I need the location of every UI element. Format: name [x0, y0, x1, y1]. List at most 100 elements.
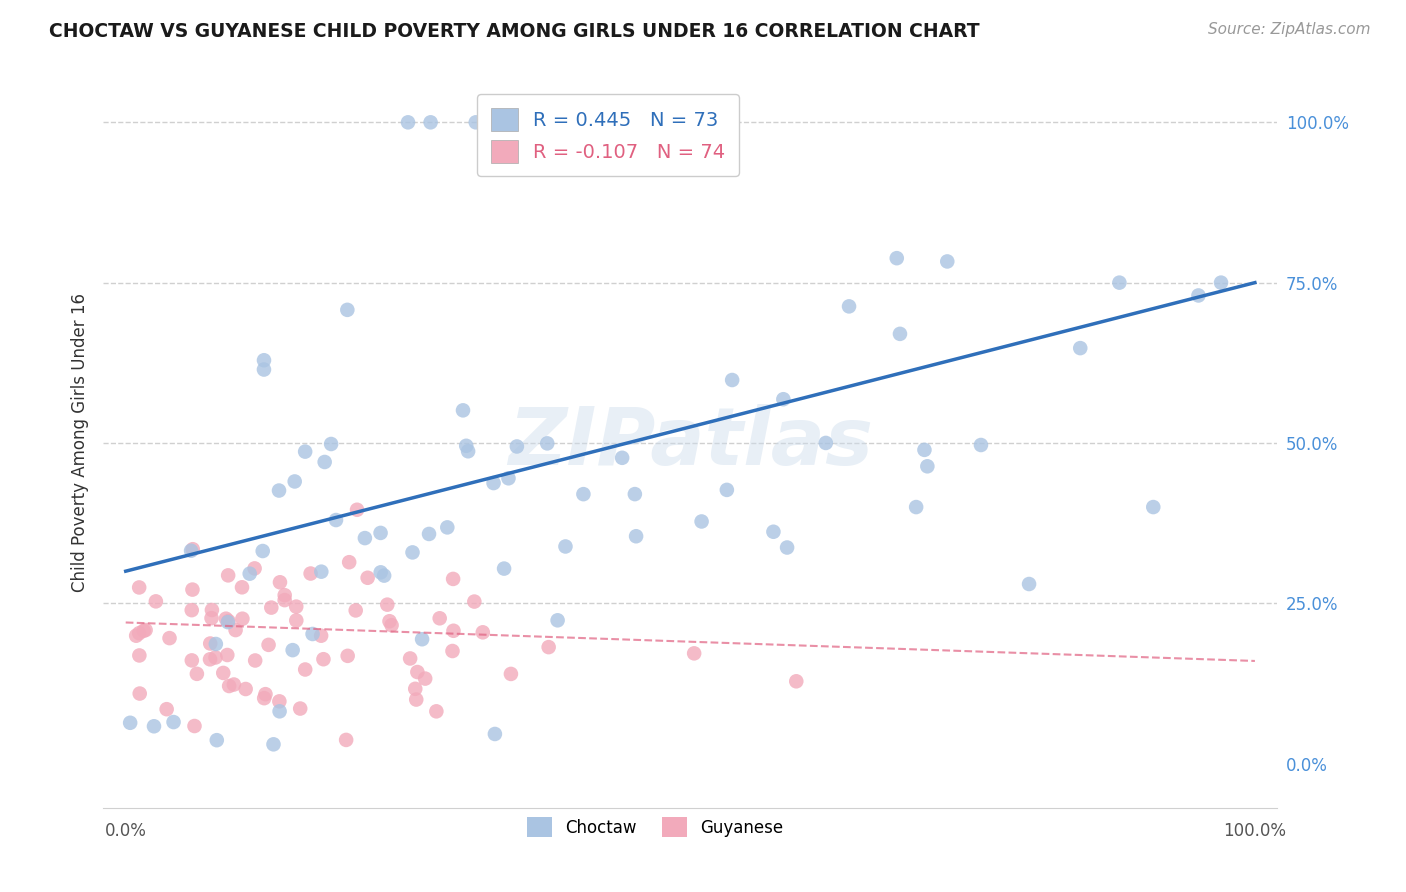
- Point: [624, 487, 647, 501]
- Point: [936, 254, 959, 268]
- Point: [554, 540, 576, 554]
- Point: [212, 665, 235, 680]
- Point: [243, 561, 266, 575]
- Point: [498, 471, 520, 485]
- Text: Source: ZipAtlas.com: Source: ZipAtlas.com: [1208, 22, 1371, 37]
- Point: [284, 475, 307, 489]
- Point: [536, 436, 558, 450]
- Point: [285, 614, 308, 628]
- Point: [889, 326, 911, 341]
- Point: [762, 524, 785, 539]
- Text: ZIPatlas: ZIPatlas: [508, 404, 873, 482]
- Point: [970, 438, 993, 452]
- Point: [668, 115, 690, 129]
- Point: [128, 581, 150, 595]
- Point: [1209, 276, 1232, 290]
- Point: [1187, 288, 1209, 302]
- Point: [456, 439, 478, 453]
- Point: [181, 542, 204, 557]
- Point: [429, 611, 451, 625]
- Point: [180, 603, 202, 617]
- Point: [294, 444, 316, 458]
- Point: [838, 299, 860, 313]
- Point: [1142, 500, 1164, 514]
- Point: [418, 527, 440, 541]
- Point: [335, 733, 357, 747]
- Point: [354, 531, 377, 545]
- Point: [772, 392, 794, 407]
- Point: [436, 520, 458, 534]
- Point: [814, 436, 837, 450]
- Point: [205, 733, 228, 747]
- Point: [486, 115, 509, 129]
- Point: [253, 691, 276, 706]
- Point: [482, 476, 505, 491]
- Point: [181, 582, 204, 597]
- Point: [215, 612, 238, 626]
- Point: [225, 623, 247, 637]
- Point: [285, 599, 308, 614]
- Point: [624, 529, 647, 543]
- Point: [253, 362, 276, 376]
- Point: [441, 644, 464, 658]
- Point: [120, 715, 142, 730]
- Point: [679, 115, 702, 129]
- Point: [273, 593, 295, 607]
- Point: [356, 571, 378, 585]
- Point: [1108, 276, 1130, 290]
- Point: [905, 500, 928, 514]
- Point: [217, 648, 239, 662]
- Point: [128, 648, 150, 663]
- Point: [263, 737, 285, 751]
- Point: [336, 648, 359, 663]
- Point: [128, 687, 150, 701]
- Point: [494, 561, 516, 575]
- Point: [269, 704, 291, 718]
- Point: [269, 575, 291, 590]
- Point: [399, 651, 422, 665]
- Point: [231, 580, 253, 594]
- Point: [143, 719, 166, 733]
- Point: [406, 665, 429, 679]
- Point: [252, 544, 274, 558]
- Point: [201, 603, 224, 617]
- Point: [396, 115, 419, 129]
- Point: [267, 483, 290, 498]
- Point: [180, 653, 202, 667]
- Point: [1069, 341, 1091, 355]
- Point: [484, 727, 506, 741]
- Point: [346, 502, 368, 516]
- Point: [451, 403, 474, 417]
- Point: [425, 704, 447, 718]
- Point: [716, 483, 738, 497]
- Point: [309, 629, 332, 643]
- Point: [370, 525, 392, 540]
- Point: [612, 450, 634, 465]
- Point: [405, 692, 427, 706]
- Point: [373, 568, 395, 582]
- Point: [217, 614, 239, 628]
- Point: [917, 459, 939, 474]
- Point: [419, 115, 441, 129]
- Point: [401, 545, 423, 559]
- Point: [290, 701, 312, 715]
- Point: [145, 594, 167, 608]
- Point: [311, 565, 333, 579]
- Point: [404, 681, 426, 696]
- Point: [269, 694, 291, 708]
- Point: [463, 594, 485, 608]
- Point: [198, 652, 221, 666]
- Point: [1018, 577, 1040, 591]
- Point: [321, 437, 343, 451]
- Point: [572, 487, 595, 501]
- Point: [776, 541, 799, 555]
- Point: [378, 614, 401, 628]
- Point: [547, 613, 569, 627]
- Point: [325, 513, 347, 527]
- Point: [537, 640, 560, 654]
- Point: [381, 618, 404, 632]
- Point: [506, 440, 529, 454]
- Point: [205, 637, 228, 651]
- Point: [218, 679, 240, 693]
- Point: [204, 650, 226, 665]
